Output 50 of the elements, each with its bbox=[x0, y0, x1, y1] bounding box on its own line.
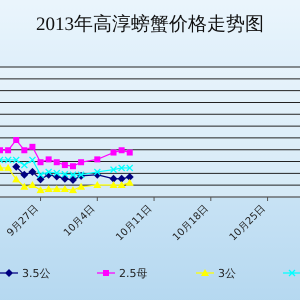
point bbox=[77, 182, 86, 190]
point bbox=[28, 181, 36, 188]
legend-label: 3.5公 bbox=[22, 267, 50, 280]
point bbox=[46, 156, 52, 162]
x-tick-label: 9月27日 bbox=[5, 203, 41, 239]
point bbox=[118, 147, 125, 154]
point bbox=[68, 186, 77, 194]
point bbox=[54, 159, 60, 166]
point bbox=[62, 162, 68, 168]
point bbox=[36, 186, 45, 194]
point bbox=[110, 150, 117, 156]
x-tick-label: 10月11日 bbox=[114, 203, 154, 244]
legend-label: 3公 bbox=[218, 267, 236, 280]
point bbox=[126, 178, 134, 186]
point bbox=[13, 137, 20, 143]
point bbox=[29, 144, 36, 150]
point bbox=[28, 168, 36, 176]
point bbox=[38, 159, 44, 166]
point bbox=[94, 156, 100, 162]
point bbox=[118, 174, 126, 183]
point bbox=[93, 181, 102, 188]
point bbox=[28, 156, 36, 164]
point bbox=[36, 171, 44, 178]
point bbox=[20, 182, 28, 190]
point bbox=[52, 185, 61, 192]
point bbox=[70, 163, 76, 170]
point bbox=[94, 168, 101, 176]
point bbox=[60, 185, 69, 192]
point bbox=[5, 147, 12, 154]
x-tick-label: 10月4日 bbox=[62, 203, 98, 239]
x-tick-label: 10月18日 bbox=[171, 203, 211, 244]
point bbox=[21, 147, 28, 154]
point bbox=[110, 174, 118, 183]
point bbox=[118, 181, 126, 188]
chart-title: 2013年高淳螃蟹价格走势图 bbox=[36, 13, 264, 35]
point bbox=[12, 162, 20, 171]
x-tick-label: 10月25日 bbox=[228, 203, 268, 244]
point bbox=[20, 161, 28, 169]
point bbox=[68, 176, 77, 184]
point bbox=[78, 159, 84, 166]
point bbox=[4, 164, 12, 171]
legend-label: 2.5母 bbox=[119, 267, 148, 280]
point bbox=[12, 175, 20, 182]
point bbox=[20, 170, 28, 179]
point bbox=[126, 173, 134, 182]
point bbox=[36, 175, 45, 184]
point bbox=[60, 174, 69, 183]
point bbox=[126, 150, 133, 156]
point bbox=[44, 185, 53, 192]
point bbox=[110, 181, 118, 188]
